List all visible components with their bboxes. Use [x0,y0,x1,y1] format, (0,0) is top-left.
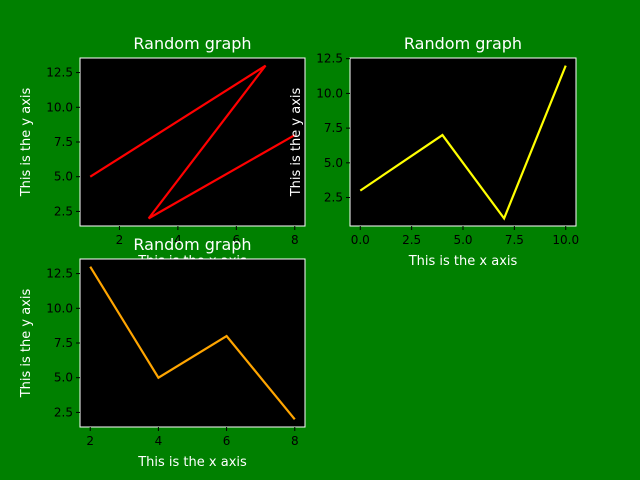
x-tick-label: 7.5 [505,233,524,247]
y-axis-label: This is the y axis [19,88,34,198]
y-tick-label: 5.0 [54,371,73,385]
y-tick-label: 5.0 [324,156,343,170]
x-tick-label: 2 [116,233,124,247]
series-line [89,64,296,220]
y-axis-label: This is the y axis [289,88,304,198]
y-tick-label: 5.0 [54,170,73,184]
chart-title: Random graph [133,34,251,53]
y-tick-label: 7.5 [54,135,73,149]
chart-title: Random graph [404,34,522,53]
plot-area [349,57,577,227]
x-tick-label: 0.0 [351,233,370,247]
x-tick-label: 6 [223,434,231,448]
plot-area [79,57,306,227]
y-tick-label: 12.5 [46,66,73,80]
x-axis-label: This is the x axis [137,455,247,470]
plot-area [79,258,306,428]
chart-title: Random graph [133,235,251,254]
y-tick-label: 2.5 [54,204,73,218]
chart-panel-1: 2 4 6 8 2.5 5.0 7.5 10.0 12.5 Random graph This is… [19,34,306,269]
x-tick-label: 2.5 [402,233,421,247]
chart-panel-2: 0.0 2.5 5.0 7.5 10.0 2.5 5.0 7.5 10.0 12.5 Random … [289,34,579,269]
y-tick-label: 7.5 [324,121,343,135]
y-axis-label: This is the y axis [19,289,34,399]
y-tick-label: 2.5 [54,405,73,419]
x-tick-label: 10.0 [552,233,579,247]
x-tick-label: 6 [233,233,241,247]
x-tick-label: 8 [291,434,299,448]
x-tick-label: 4 [174,233,182,247]
y-tick-label: 7.5 [54,336,73,350]
x-tick-label: 4 [155,434,163,448]
x-tick-label: 2 [86,434,94,448]
x-tick-label: 8 [291,233,299,247]
series-line [359,65,567,221]
x-tick-label: 5.0 [453,233,472,247]
y-tick-label: 2.5 [324,191,343,205]
y-tick-label: 10.0 [46,100,73,114]
x-axis-label: This is the x axis [408,254,518,269]
y-tick-label: 10.0 [316,86,343,100]
series-line [89,266,296,421]
y-tick-label: 10.0 [46,301,73,315]
y-tick-label: 12.5 [316,52,343,66]
chart-panel-3: 2 4 6 8 2.5 5.0 7.5 10.0 12.5 Random graph This is… [19,235,306,470]
y-tick-label: 12.5 [46,267,73,281]
